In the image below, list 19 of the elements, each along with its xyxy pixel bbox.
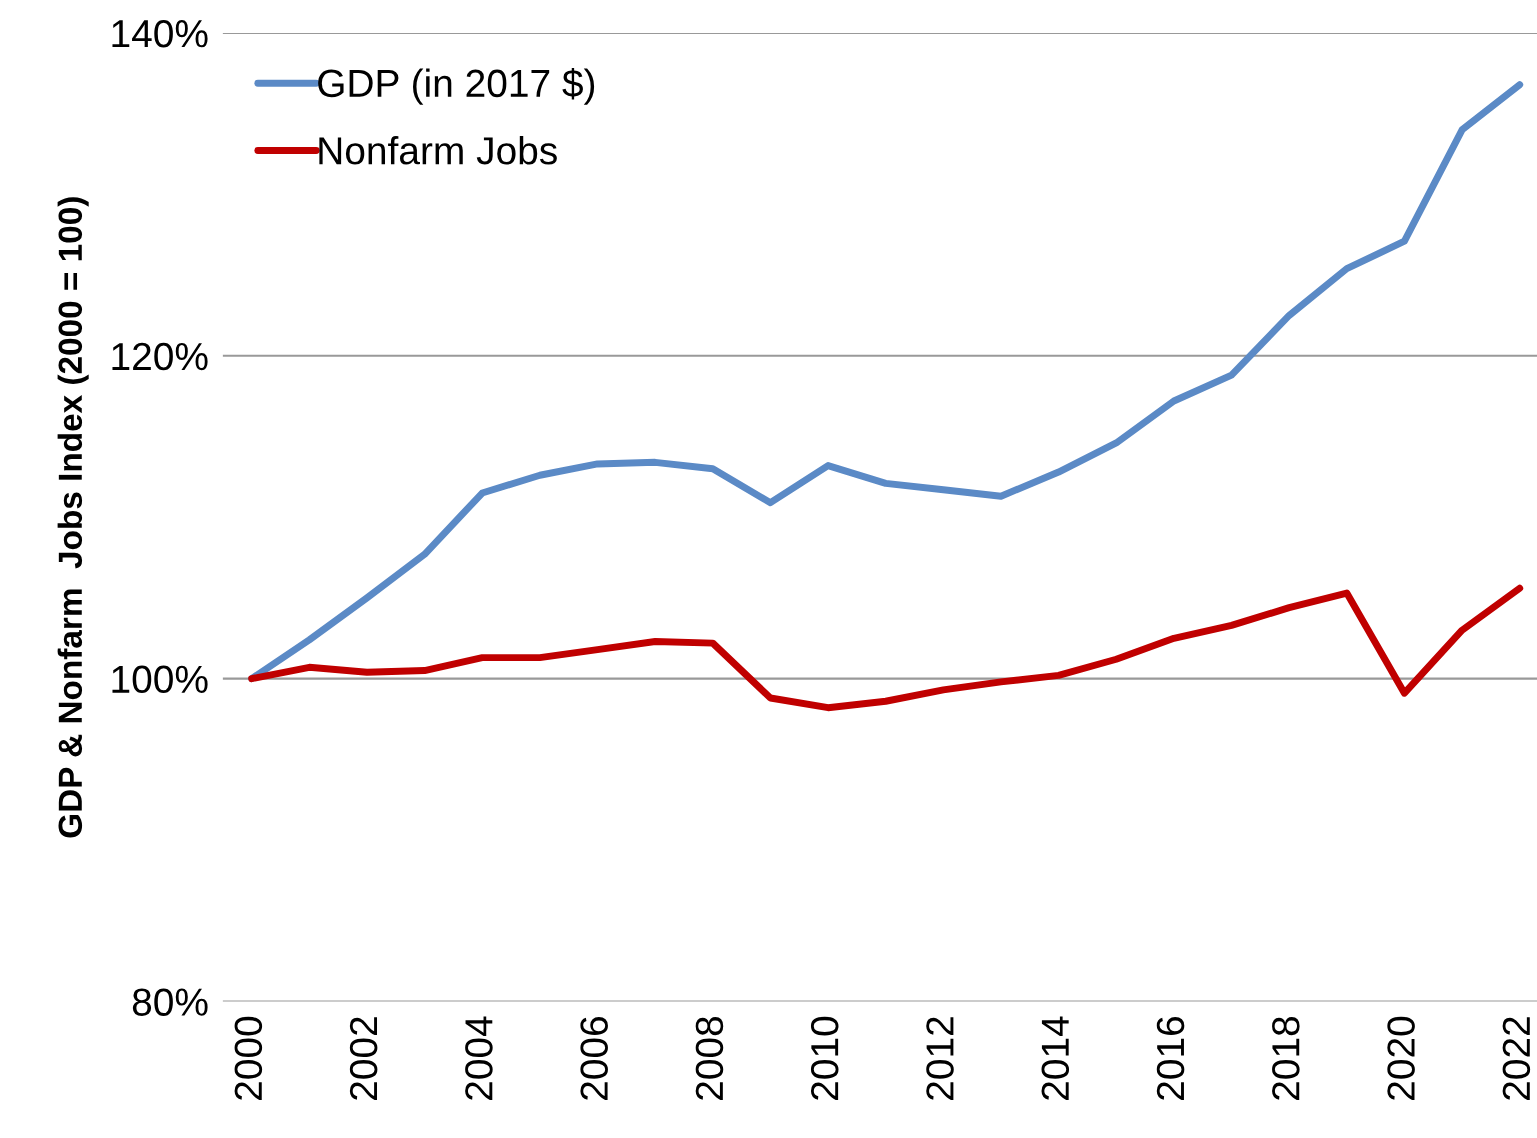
legend-label: GDP (in 2017 $)	[318, 67, 595, 105]
x-tick-label: 2000	[234, 1016, 263, 1100]
y-axis-title: GDP & Nonfarm Jobs Index (2000 = 100)	[57, 197, 89, 838]
x-tick-label: 2008	[695, 1017, 724, 1100]
x-tick-label: 2022	[1502, 1017, 1531, 1100]
y-tick-label: 80%	[132, 988, 208, 1016]
y-tick-label: 120%	[112, 342, 208, 371]
y-tick-label: 140%	[112, 19, 208, 48]
x-tick-label: 2016	[1156, 1017, 1185, 1100]
x-tick-label: 2020	[1387, 1016, 1415, 1100]
y-tick-label: 100%	[112, 665, 208, 694]
legend-label: Nonfarm Jobs	[319, 135, 557, 165]
x-tick-label: 2002	[349, 1017, 378, 1100]
x-tick-label: 2014	[1041, 1016, 1070, 1100]
x-tick-label: 2004	[465, 1016, 493, 1100]
x-tick-label: 2006	[580, 1017, 608, 1100]
x-tick-label: 2018	[1272, 1017, 1300, 1100]
x-tick-label: 2010	[810, 1016, 839, 1100]
x-tick-label: 2012	[926, 1017, 954, 1100]
